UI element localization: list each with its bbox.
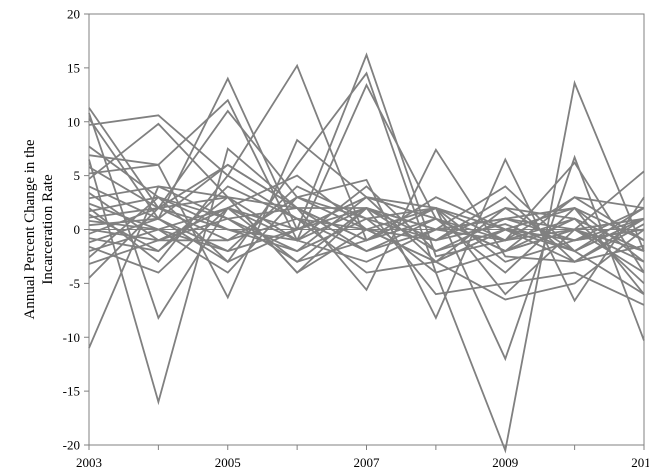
x-tick-label: 2005 [215, 455, 241, 470]
y-tick-label: 5 [74, 168, 81, 183]
series-line-6 [88, 83, 645, 253]
y-tick-label: -5 [69, 276, 80, 291]
y-tick-label: -10 [63, 330, 80, 345]
x-tick-label: 2011 [631, 455, 649, 470]
x-tick-label: 2009 [492, 455, 518, 470]
y-axis-title-line-2: Incarceration Rate [40, 174, 56, 285]
x-tick-label: 2003 [76, 455, 102, 470]
y-tick-label: 20 [67, 7, 80, 22]
y-tick-label: 10 [67, 114, 80, 129]
series-line-28 [88, 217, 645, 295]
series-line-29 [88, 163, 645, 306]
y-tick-label: 15 [67, 60, 80, 75]
series-line-25 [88, 206, 645, 274]
y-tick-label: -15 [63, 384, 80, 399]
y-axis-title-line-1: Annual Percent Change in the [22, 139, 38, 319]
series-line-8 [88, 109, 645, 321]
series-line-26 [88, 196, 645, 285]
series-line-27 [88, 196, 645, 296]
y-tick-label: 0 [74, 222, 81, 237]
y-tick-label: -20 [63, 438, 80, 453]
series-line-30 [88, 185, 645, 349]
x-tick-label: 2007 [354, 455, 381, 470]
series-line-7 [88, 147, 645, 406]
series-line-4 [88, 52, 645, 320]
